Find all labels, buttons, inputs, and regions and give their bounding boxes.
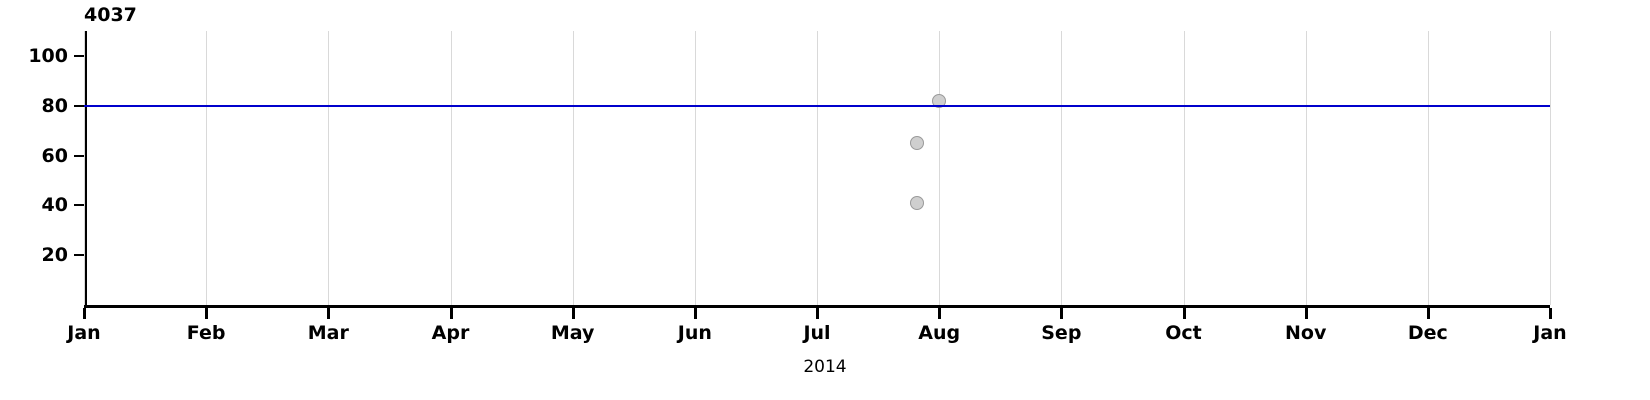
x-tick-label-may-4: May — [550, 322, 595, 344]
series-layer — [84, 31, 1550, 305]
x-tick-2 — [327, 308, 331, 319]
y-tick-label-20: 20 — [41, 244, 68, 267]
x-tick-label-jan-0: Jan — [67, 322, 101, 344]
x-tick-6 — [816, 308, 819, 319]
data-point-0[interactable] — [932, 93, 947, 108]
gridline-oct-9 — [1183, 31, 1185, 305]
x-tick-label-aug-7: Aug — [918, 322, 961, 344]
x-tick-7 — [938, 308, 942, 319]
reference-line — [84, 104, 1550, 107]
gridline-sep-8 — [1061, 31, 1063, 305]
x-axis-title: 2014 — [803, 357, 847, 377]
x-tick-label-jun-5: Jun — [677, 322, 712, 344]
gridline-apr-3 — [450, 31, 452, 305]
x-tick-9 — [1182, 308, 1186, 319]
y-tick-label-60: 60 — [41, 144, 68, 167]
x-tick-4 — [571, 308, 575, 319]
gridline-nov-10 — [1305, 31, 1307, 305]
x-tick-label-apr-3: Apr — [431, 322, 470, 344]
x-tick-label-dec-11: Dec — [1407, 322, 1448, 344]
plot-area — [84, 31, 1551, 305]
gridline-jul-6 — [817, 31, 818, 305]
y-tick-80 — [74, 104, 84, 107]
x-tick-1 — [205, 308, 209, 319]
gridline-may-4 — [572, 31, 574, 305]
x-tick-10 — [1304, 308, 1308, 319]
x-tick-label-mar-2: Mar — [307, 322, 349, 344]
y-tick-label-100: 100 — [28, 44, 68, 67]
x-tick-8 — [1060, 308, 1064, 319]
x-tick-label-nov-10: Nov — [1284, 322, 1327, 344]
gridline-jun-5 — [694, 31, 696, 305]
gridline-aug-7 — [939, 31, 941, 305]
data-point-2[interactable] — [910, 195, 925, 210]
x-tick-12 — [1549, 308, 1552, 319]
data-point-1[interactable] — [910, 136, 925, 151]
gridline-mar-2 — [328, 31, 330, 305]
y-tick-20 — [74, 254, 84, 257]
y-tick-label-40: 40 — [41, 194, 68, 217]
gridline-feb-1 — [206, 31, 208, 305]
y-tick-40 — [74, 204, 84, 207]
y-tick-label-80: 80 — [41, 94, 68, 117]
x-tick-3 — [449, 308, 453, 319]
x-tick-label-sep-8: Sep — [1041, 322, 1082, 344]
x-axis-line — [84, 305, 1550, 308]
x-tick-11 — [1426, 308, 1430, 319]
gridline-jan-12 — [1550, 31, 1551, 305]
chart-title: 4037 — [84, 4, 137, 26]
x-tick-0 — [83, 308, 86, 319]
x-tick-label-jul-6: Jul — [803, 322, 831, 344]
y-axis-line — [84, 31, 87, 305]
y-tick-60 — [74, 154, 84, 157]
y-tick-100 — [74, 54, 84, 57]
x-tick-label-feb-1: Feb — [186, 322, 226, 344]
gridline-dec-11 — [1427, 31, 1429, 305]
x-tick-label-oct-9: Oct — [1165, 322, 1202, 344]
x-tick-label-jan-12: Jan — [1533, 322, 1567, 344]
gridline-jan-0 — [84, 31, 85, 305]
gridlines — [84, 31, 1551, 305]
x-tick-5 — [693, 308, 697, 319]
